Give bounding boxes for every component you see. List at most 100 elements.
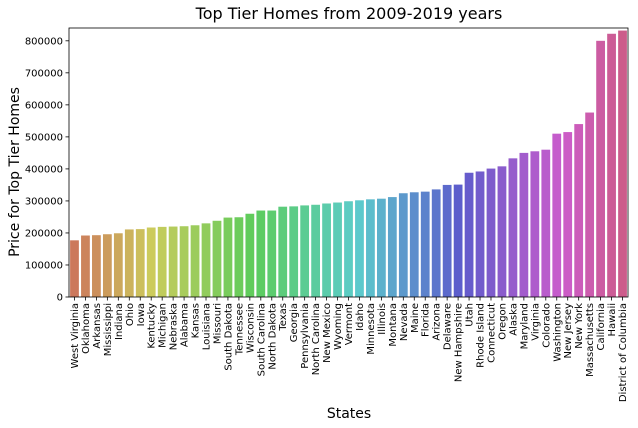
x-tick-label: Wyoming (333, 303, 344, 350)
bar-new-mexico (322, 203, 331, 297)
y-tick-label: 0 (57, 293, 63, 304)
y-tick-label: 700000 (25, 68, 63, 79)
bar-alabama (179, 226, 189, 297)
x-tick-label: Nebraska (169, 303, 180, 350)
x-tick-label: New Hampshire (454, 303, 465, 382)
bar-rhode-island (475, 171, 485, 297)
x-tick-label: Oregon (497, 303, 508, 340)
bar-west-virginia (70, 240, 79, 297)
x-tick-label: Arkansas (92, 303, 103, 349)
x-tick-label: Utah (465, 303, 476, 327)
bar-nebraska (168, 226, 178, 297)
x-tick-label: Tennessee (234, 303, 245, 356)
x-tick-label: Florida (421, 303, 432, 337)
x-tick-label: New York (574, 303, 585, 349)
bar-north-dakota (267, 210, 277, 297)
y-axis: 0 100000 200000 300000 400000 500000 600000 700… (25, 36, 69, 304)
bar-delaware (442, 184, 452, 297)
x-tick-label: Alaska (508, 303, 519, 336)
x-tick-label: Washington (552, 303, 563, 362)
x-tick-label: Colorado (541, 303, 552, 348)
bar-iowa (135, 229, 145, 297)
x-tick-label: South Carolina (256, 303, 267, 376)
x-tick-label: North Dakota (267, 303, 278, 370)
bar-ohio (124, 229, 134, 297)
bar-indiana (113, 233, 123, 297)
bar-alaska (508, 158, 518, 297)
bar-north-carolina (311, 204, 320, 297)
y-tick-label: 600000 (25, 100, 63, 111)
bar-nevada (398, 193, 408, 297)
bar-montana (387, 197, 397, 297)
x-tick-label: Georgia (289, 303, 300, 342)
x-tick-label: Texas (278, 303, 289, 332)
x-tick-label: Illinois (377, 303, 388, 335)
y-tick-label: 100000 (25, 260, 63, 271)
bar-maryland (519, 152, 529, 297)
x-tick-label: Pennsylvania (300, 303, 311, 369)
bar-south-dakota (223, 217, 233, 297)
bar-mississippi (102, 234, 112, 297)
bar-kentucky (146, 227, 156, 297)
bar-illinois (377, 198, 386, 297)
bar-louisiana (201, 223, 211, 297)
bar-oklahoma (81, 235, 90, 297)
bar-virginia (530, 151, 540, 297)
bar-oregon (497, 166, 507, 297)
bar-arizona (431, 189, 441, 297)
bar-florida (420, 191, 430, 297)
x-tick-label: Oklahoma (81, 303, 92, 354)
bar-michigan (157, 226, 167, 297)
bars-group (70, 30, 627, 298)
x-tick-label: Vermont (344, 303, 355, 345)
y-tick-label: 300000 (25, 196, 63, 207)
x-tick-label: Rhode Island (476, 303, 487, 368)
x-tick-label: Louisiana (202, 303, 213, 350)
x-tick-label: New Mexico (322, 303, 333, 363)
chart-title: Top Tier Homes from 2009-2019 years (195, 4, 503, 23)
x-tick-label: Massachusetts (585, 303, 596, 377)
x-tick-label: Idaho (355, 303, 366, 331)
bar-georgia (289, 206, 299, 297)
x-tick-label: North Carolina (311, 303, 322, 375)
x-tick-label: New Jersey (563, 303, 574, 359)
x-tick-label: Nevada (399, 303, 410, 341)
x-tick-label: Michigan (158, 303, 169, 348)
y-tick-label: 200000 (25, 228, 63, 239)
bar-kansas (190, 225, 200, 297)
y-tick-label: 400000 (25, 164, 63, 175)
bar-idaho (355, 200, 364, 297)
x-tick-label: Alabama (180, 303, 191, 347)
x-axis: West Virginia Oklahoma Arkansas Mississippi… (70, 297, 629, 402)
x-tick-label: Maryland (519, 303, 530, 349)
y-axis-label: Price for Top Tier Homes (7, 87, 23, 257)
x-tick-label: Maine (410, 303, 421, 333)
bar-california (596, 40, 605, 298)
x-tick-label: Kansas (191, 303, 202, 338)
x-tick-label: Montana (388, 303, 399, 347)
bar-massachusetts (585, 112, 595, 297)
y-tick-label: 800000 (25, 36, 63, 47)
bar-connecticut (486, 168, 496, 297)
x-tick-label: Delaware (443, 303, 454, 350)
x-tick-label: Mississippi (103, 303, 114, 356)
bar-new-jersey (563, 132, 573, 297)
bar-maine (409, 192, 419, 297)
x-tick-label: District of Columbia (618, 303, 629, 402)
x-tick-label: West Virginia (70, 303, 81, 368)
plot-frame (68, 27, 629, 298)
bar-minnesota (366, 199, 375, 297)
bar-vermont (344, 201, 353, 297)
bar-arkansas (92, 235, 101, 297)
bar-south-carolina (256, 210, 266, 297)
x-tick-label: South Dakota (223, 303, 234, 371)
x-axis-label: States (327, 406, 371, 422)
bar-missouri (212, 220, 222, 297)
bar-washington (552, 133, 562, 297)
bar-pennsylvania (300, 205, 310, 297)
x-tick-label: Missouri (212, 303, 223, 344)
x-tick-label: Virginia (530, 303, 541, 341)
y-tick-label: 500000 (25, 132, 63, 143)
x-tick-label: Arizona (432, 303, 443, 341)
